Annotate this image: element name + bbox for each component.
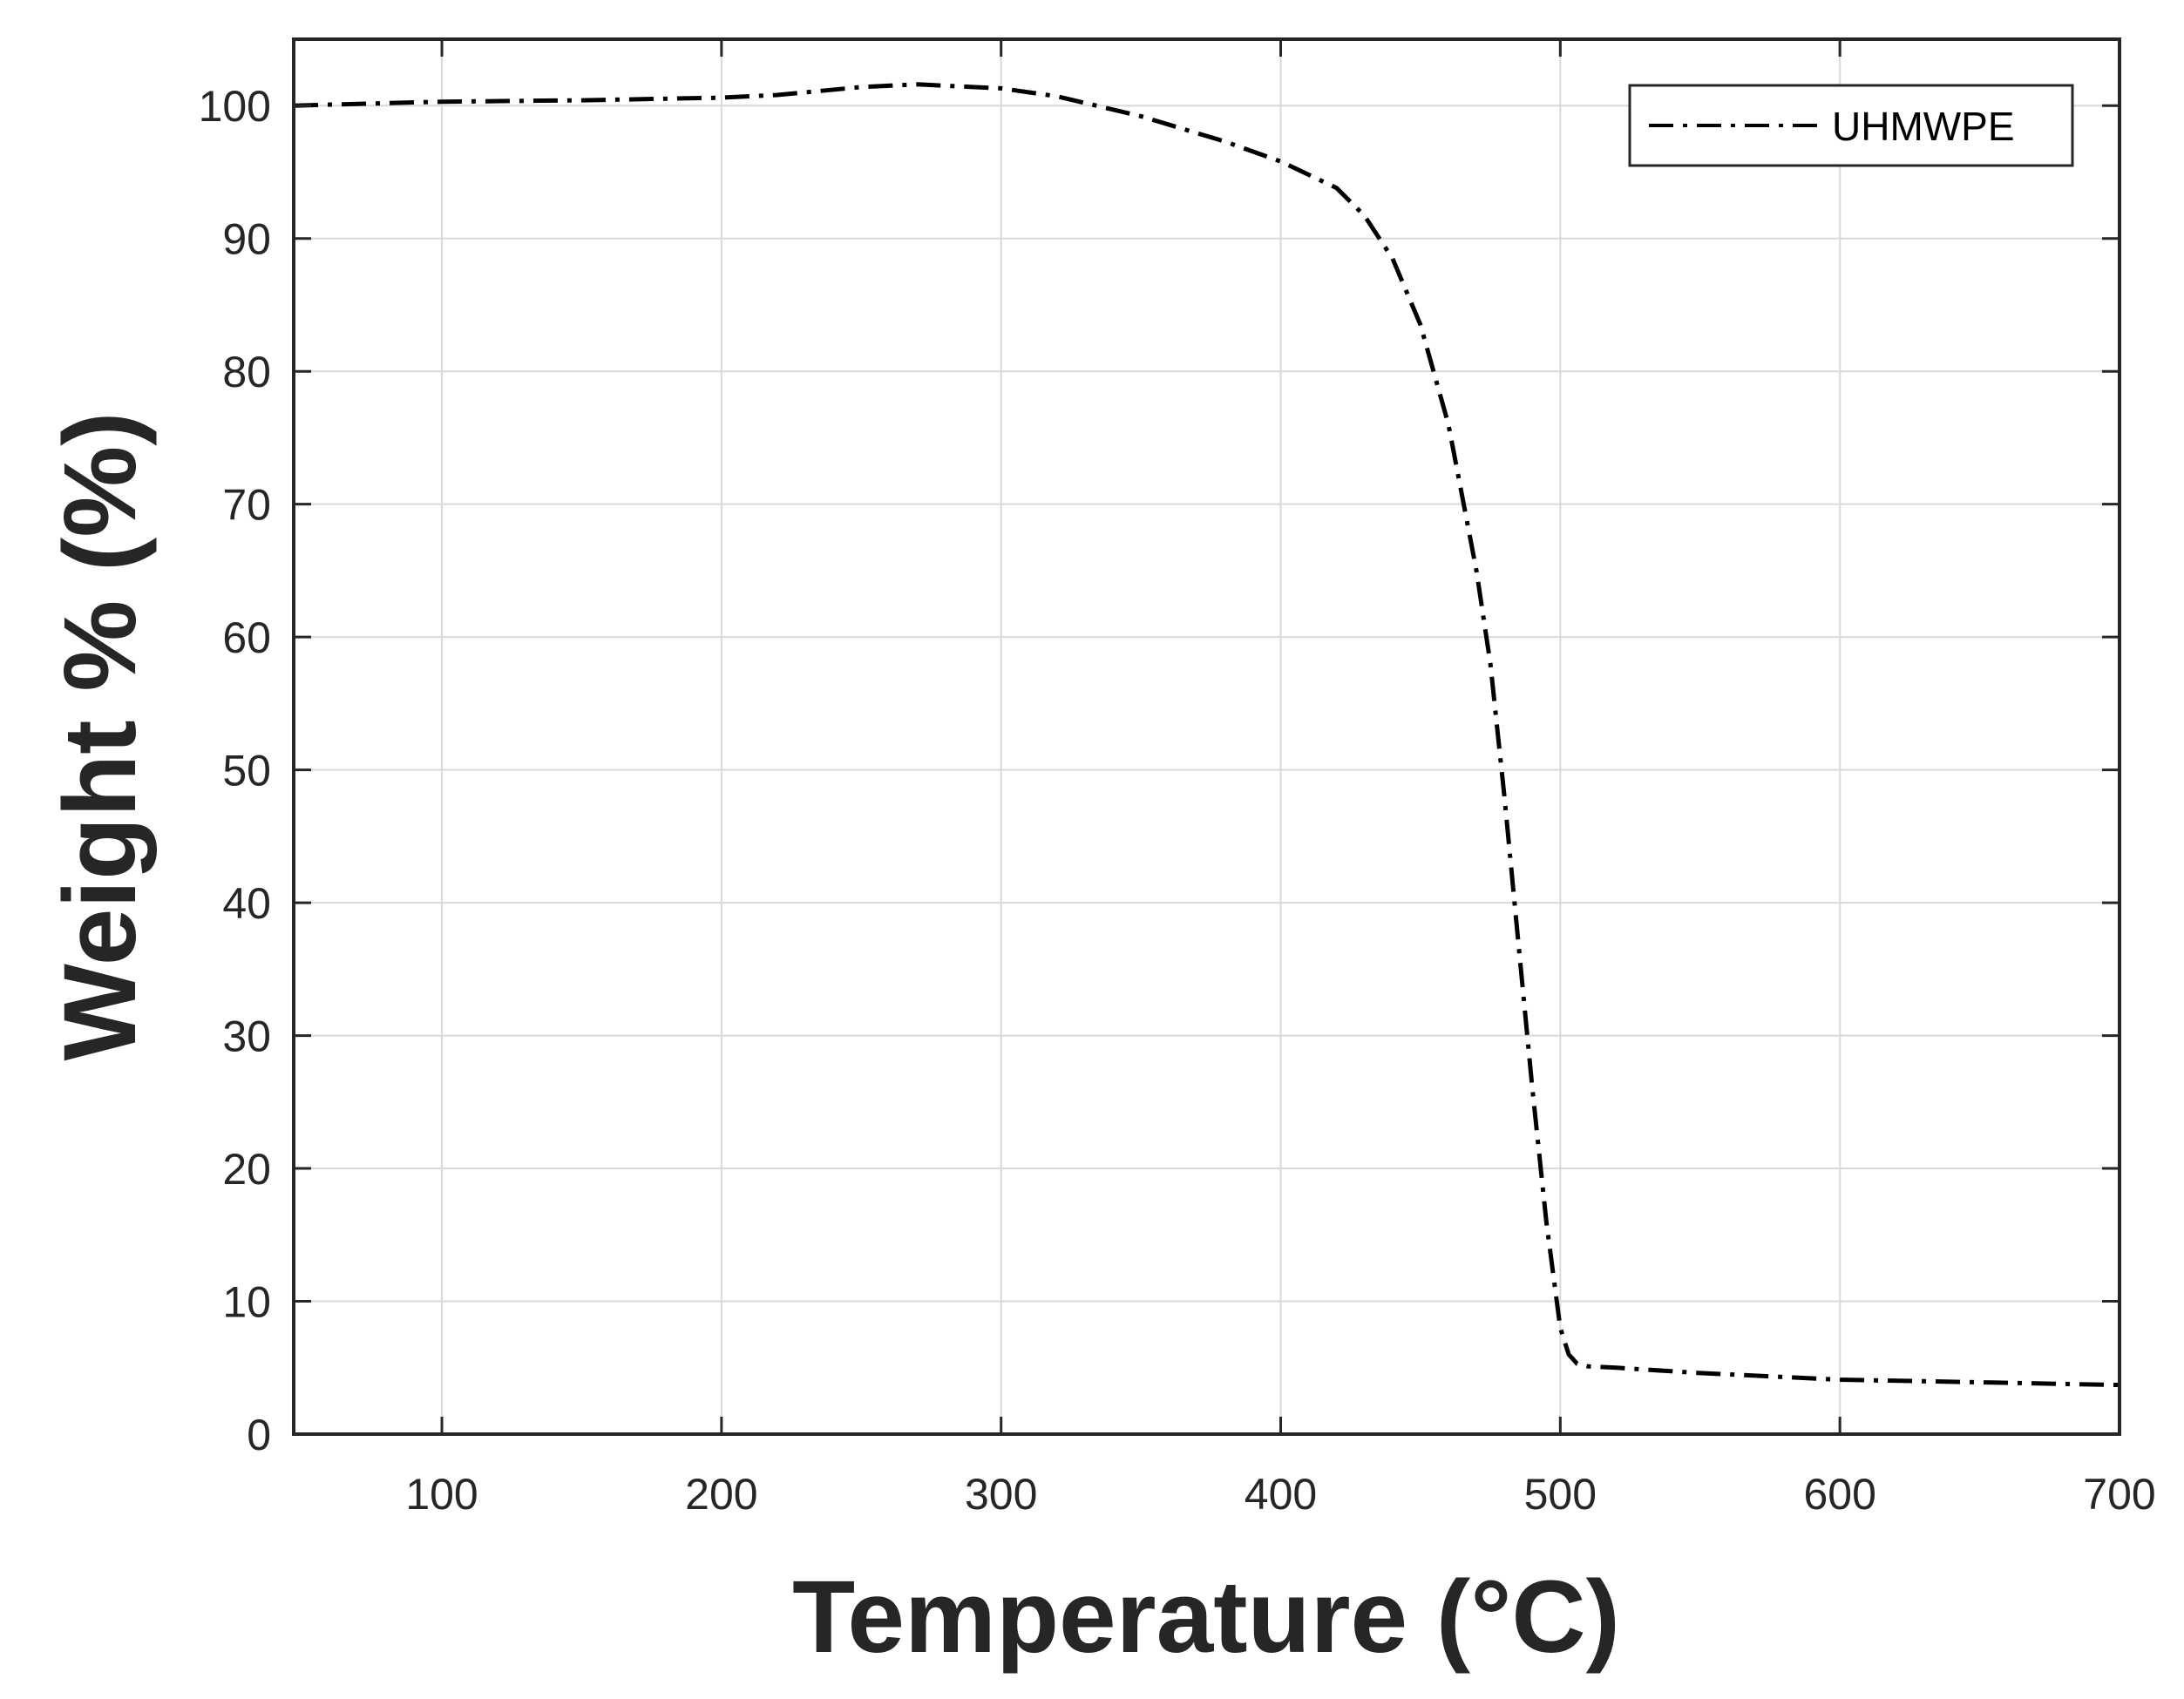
legend-label-uhmwpe: UHMWPE [1832, 104, 2015, 149]
legend: UHMWPE [1628, 84, 2074, 167]
y-tick-label-40: 40 [222, 879, 271, 928]
y-tick-label-10: 10 [222, 1278, 271, 1327]
y-axis-title: Weight % (%) [43, 411, 158, 1060]
y-tick-label-30: 30 [222, 1012, 271, 1061]
x-tick-label-400: 400 [1245, 1470, 1317, 1519]
x-tick-label-500: 500 [1524, 1470, 1597, 1519]
y-tick-label-60: 60 [222, 613, 271, 662]
series-layer [293, 82, 2120, 1388]
x-axis-title: Temperature (°C) [792, 1560, 1620, 1675]
y-tick-label-20: 20 [222, 1145, 271, 1194]
plot-area [294, 39, 2120, 1434]
x-tick-label-700: 700 [2083, 1470, 2155, 1519]
y-tick-label-50: 50 [222, 747, 271, 795]
y-tick-label-70: 70 [222, 481, 271, 530]
x-tick-label-100: 100 [405, 1470, 478, 1519]
y-tick-label-80: 80 [222, 348, 271, 396]
y-tick-label-90: 90 [222, 215, 271, 264]
x-tick-label-300: 300 [965, 1470, 1037, 1519]
x-tick-label-200: 200 [685, 1470, 757, 1519]
y-tick-label-0: 0 [247, 1411, 271, 1459]
plot-frame [292, 37, 2121, 1436]
x-tick-label-600: 600 [1803, 1470, 1875, 1519]
series-line-uhmwpe [293, 82, 2120, 1388]
axis-ticks: 100 200 300 400 500 600 700 0 10 20 30 40 50 60 70 80 90… [199, 39, 2156, 1519]
y-tick-label-100: 100 [199, 82, 271, 131]
